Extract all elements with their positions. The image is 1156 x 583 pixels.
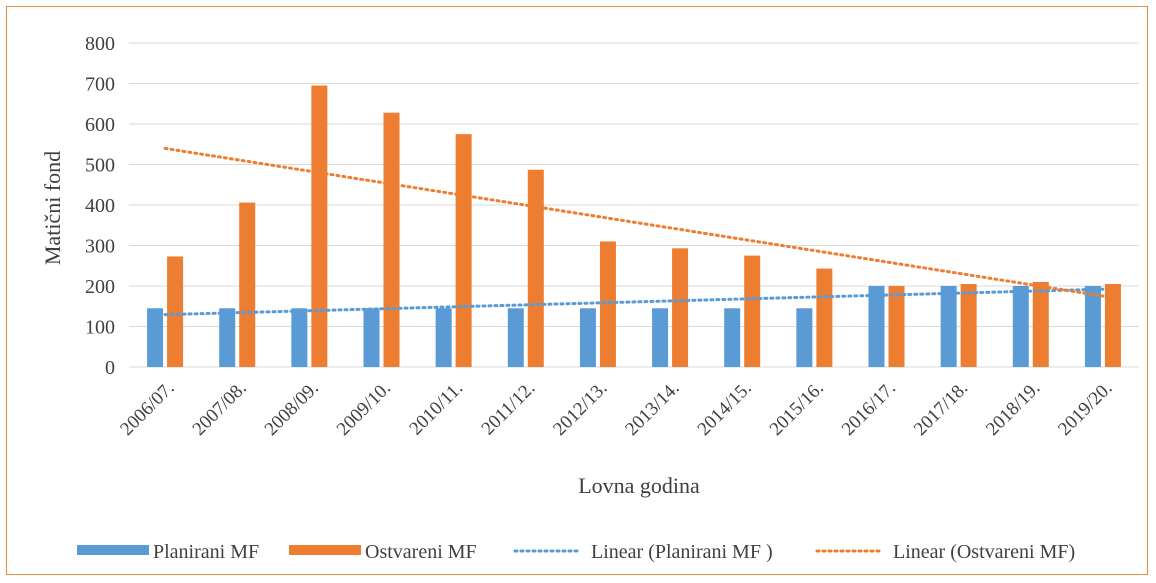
x-tick-label: 2007/08. <box>189 378 251 440</box>
x-tick-label: 2012/13. <box>549 378 611 440</box>
y-tick-label: 400 <box>85 195 115 217</box>
y-tick-label: 200 <box>85 276 115 298</box>
y-tick-label: 0 <box>105 357 115 379</box>
legend-label-1: Ostvareni MF <box>365 541 477 563</box>
y-tick-label: 100 <box>85 317 115 339</box>
bar-ostvareni-3 <box>383 112 400 367</box>
x-tick-label: 2011/12. <box>478 378 540 440</box>
bar-ostvareni-11 <box>960 283 977 367</box>
x-tick-label: 2008/09. <box>261 378 323 440</box>
bar-planirani-9 <box>796 308 813 367</box>
legend: Planirani MF Ostvareni MF Linear (Planiran… <box>77 541 1075 563</box>
y-tick-label: 800 <box>85 33 115 55</box>
x-tick-labels: 2006/07. 2007/08. 2008/09. 2009/10. 2010/11.… <box>116 378 1116 440</box>
bar-planirani-6 <box>579 308 596 367</box>
trendline-ostvareni <box>163 146 1105 298</box>
bar-planirani-3 <box>363 308 380 367</box>
legend-label-2: Linear (Planirani MF ) <box>591 541 773 563</box>
legend-label-0: Planirani MF <box>153 541 259 563</box>
bar-ostvareni-13 <box>1104 283 1121 367</box>
x-tick-label: 2010/11. <box>405 378 467 440</box>
y-tick-label: 500 <box>85 155 115 177</box>
bars <box>147 85 1121 368</box>
bar-planirani-12 <box>1012 286 1029 367</box>
y-axis-label: Matični fond <box>40 151 65 265</box>
chart-frame: 0 100 200 300 400 500 600 700 800 2006/07. 2007/0… <box>6 6 1148 575</box>
x-axis-label: Lovna godina <box>578 473 700 498</box>
bar-planirani-1 <box>219 308 236 367</box>
bar-ostvareni-5 <box>527 169 544 367</box>
x-tick-label: 2019/20. <box>1054 378 1116 440</box>
bar-ostvareni-8 <box>744 255 761 367</box>
grid-lines <box>129 42 1139 368</box>
bar-planirani-8 <box>724 308 741 367</box>
y-tick-labels: 0 100 200 300 400 500 600 700 800 <box>85 33 115 379</box>
x-tick-label: 2013/14. <box>621 378 683 440</box>
bar-planirani-11 <box>940 286 957 367</box>
bar-planirani-2 <box>291 308 308 367</box>
bar-planirani-13 <box>1084 286 1101 367</box>
chart-svg: 0 100 200 300 400 500 600 700 800 2006/07. 2007/0… <box>40 33 1139 563</box>
bar-planirani-0 <box>147 308 164 367</box>
legend-swatch-1 <box>289 545 361 555</box>
x-tick-label: 2009/10. <box>333 378 395 440</box>
bar-ostvareni-2 <box>311 85 328 368</box>
bar-planirani-4 <box>435 308 452 367</box>
x-tick-label: 2006/07. <box>116 378 178 440</box>
bar-ostvareni-7 <box>672 248 689 367</box>
bar-ostvareni-12 <box>1032 281 1049 367</box>
bar-planirani-10 <box>868 286 885 367</box>
bar-planirani-5 <box>507 308 524 367</box>
trend-lines <box>163 146 1105 317</box>
y-tick-label: 300 <box>85 236 115 258</box>
bar-ostvareni-1 <box>239 202 256 367</box>
bar-ostvareni-10 <box>888 286 905 367</box>
x-tick-label: 2014/15. <box>694 378 756 440</box>
x-tick-label: 2015/16. <box>766 378 828 440</box>
bar-planirani-7 <box>652 308 669 367</box>
legend-label-3: Linear (Ostvareni MF) <box>893 541 1075 563</box>
trendline-planirani <box>163 287 1105 317</box>
bar-ostvareni-9 <box>816 268 833 367</box>
x-tick-label: 2016/17. <box>838 378 900 440</box>
legend-swatch-0 <box>77 545 149 555</box>
y-tick-label: 600 <box>85 114 115 136</box>
bar-ostvareni-4 <box>455 134 472 367</box>
x-tick-label: 2017/18. <box>910 378 972 440</box>
x-tick-label: 2018/19. <box>982 378 1044 440</box>
bar-ostvareni-6 <box>599 241 616 367</box>
y-tick-label: 700 <box>85 74 115 96</box>
bar-ostvareni-0 <box>167 256 184 367</box>
